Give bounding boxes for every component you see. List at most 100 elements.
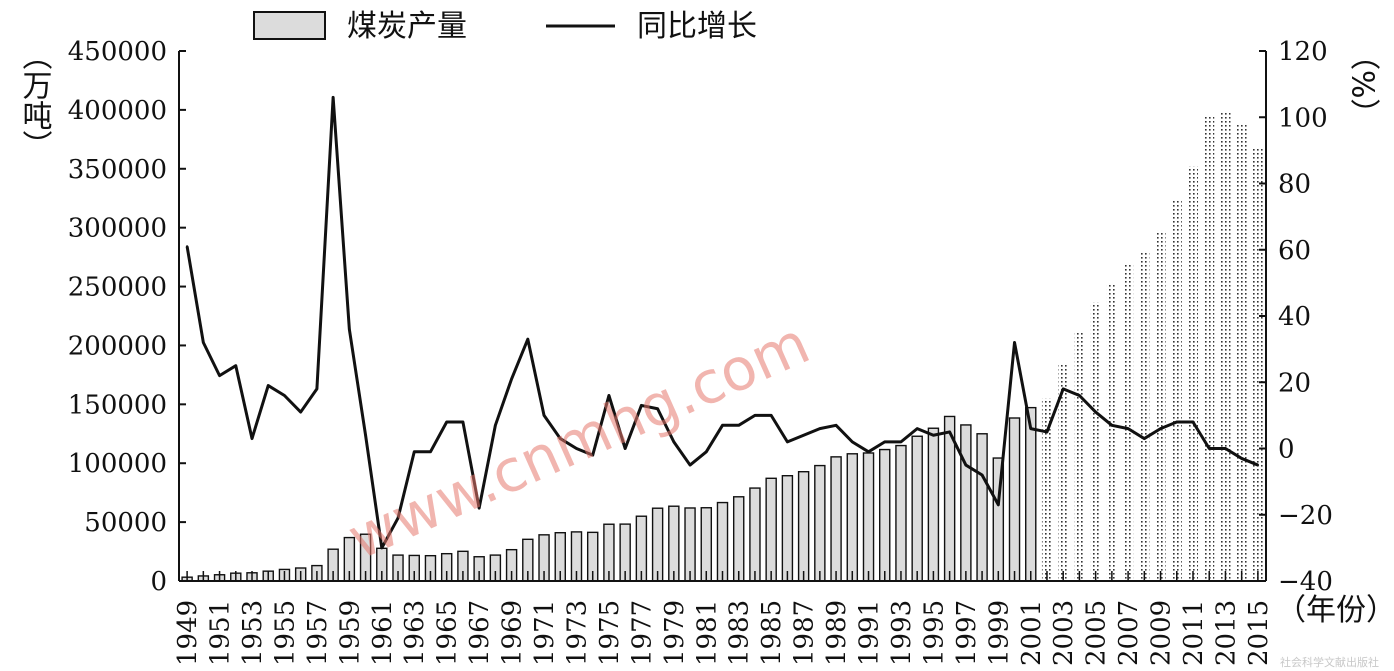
- growth-point-1955: [283, 394, 286, 397]
- growth-point-2001: [1029, 427, 1032, 430]
- left-tick-label: 0: [150, 567, 167, 597]
- x-axis-label: （年份）: [1276, 593, 1394, 628]
- right-tick-label: 0: [1278, 435, 1295, 465]
- left-tick-label: 450000: [68, 37, 167, 67]
- left-tick-label: 100000: [68, 449, 167, 479]
- x-tick-label: 2009: [1147, 600, 1177, 666]
- growth-point-1982: [721, 424, 724, 427]
- bar-1983: [732, 496, 745, 582]
- bar-2007: [1123, 263, 1134, 581]
- bar-1980: [684, 507, 696, 582]
- growth-point-1997: [964, 463, 968, 467]
- right-tick-label: 20: [1278, 368, 1311, 398]
- left-tick-label: 200000: [68, 331, 167, 361]
- growth-point-1956: [299, 410, 302, 414]
- right-tick-label: 80: [1278, 170, 1311, 200]
- left-tick-label: 300000: [68, 214, 167, 244]
- bar-1995: [927, 427, 940, 582]
- bar-1990: [846, 453, 859, 582]
- x-tick-label: 2013: [1211, 600, 1241, 666]
- growth-point-1957: [315, 387, 319, 391]
- x-tick-label: 1995: [919, 600, 949, 666]
- left-axis-ticks: 0 50000 100000 150000 200000 250000 300000 3500…: [68, 37, 186, 597]
- legend-bar-label: 煤炭产量: [347, 9, 467, 44]
- x-tick-label: 1969: [498, 600, 528, 666]
- growth-point-1995: [932, 434, 935, 437]
- x-tick-label: 1967: [465, 600, 495, 666]
- x-tick-label: 2011: [1179, 600, 1209, 666]
- x-tick-label: 1999: [984, 600, 1014, 666]
- legend: 煤炭产量 同比增长: [253, 9, 757, 44]
- x-tick-label: 1961: [368, 600, 398, 666]
- growth-point-1964: [429, 450, 432, 454]
- axes: [178, 51, 1267, 582]
- left-tick-label: 50000: [84, 508, 167, 538]
- x-tick-label: 2001: [1017, 600, 1047, 666]
- x-tick-label: 1973: [562, 600, 592, 666]
- growth-point-1999: [997, 503, 1000, 507]
- growth-point-1991: [867, 450, 870, 454]
- growth-point-1954: [267, 384, 270, 387]
- growth-point-1994: [915, 427, 919, 430]
- bar-1986: [781, 475, 794, 582]
- bar-1989: [830, 456, 842, 582]
- legend-bar-swatch: [253, 11, 326, 40]
- x-tick-label: 2015: [1244, 600, 1274, 666]
- growth-point-1953: [250, 437, 254, 440]
- x-tick-label: 2007: [1114, 600, 1144, 666]
- bar-1979: [668, 505, 680, 582]
- x-tick-label: 1959: [335, 600, 365, 666]
- growth-point-1978: [656, 407, 659, 410]
- bar-1978: [651, 507, 664, 582]
- bar-2013: [1220, 112, 1231, 581]
- right-axis-ticks: −40 −20 0 20 40 60 80 100 120: [1259, 37, 1333, 597]
- x-tick-label: 1971: [530, 600, 560, 666]
- bar-2001: [1025, 406, 1037, 582]
- x-tick-label: 1993: [887, 600, 917, 666]
- right-tick-label: 100: [1278, 103, 1328, 133]
- bar-2003: [1058, 364, 1069, 581]
- growth-point-1988: [818, 427, 822, 430]
- growth-point-1961: [380, 546, 383, 550]
- growth-point-1969: [510, 377, 513, 381]
- growth-point-1992: [883, 440, 886, 444]
- bar-1997: [960, 424, 972, 582]
- bar-1994: [911, 435, 923, 582]
- growth-point-1984: [753, 414, 757, 417]
- growth-point-1981: [705, 450, 708, 454]
- growth-point-2005: [1094, 410, 1097, 414]
- bar-1991: [862, 452, 875, 582]
- right-tick-label: 40: [1278, 302, 1311, 332]
- growth-point-2008: [1143, 437, 1146, 440]
- bar-2009: [1155, 230, 1166, 581]
- growth-point-2003: [1062, 387, 1065, 391]
- x-tick-label: 1953: [238, 600, 268, 666]
- x-tick-label: 1989: [822, 600, 852, 666]
- growth-point-1976: [623, 447, 627, 450]
- x-tick-label: 1983: [725, 600, 755, 666]
- growth-point-1970: [526, 337, 530, 341]
- bar-series: [181, 112, 1263, 582]
- bar-1981: [700, 507, 713, 582]
- bar-2002: [1041, 398, 1053, 581]
- growth-point-2014: [1240, 457, 1243, 460]
- bar-2008: [1139, 250, 1150, 582]
- growth-point-1993: [899, 440, 903, 444]
- x-tick-label: 1963: [400, 600, 430, 666]
- x-tick-label: 1955: [270, 600, 300, 666]
- growth-point-1975: [607, 394, 611, 397]
- growth-point-1966: [461, 420, 465, 424]
- growth-point-1985: [769, 414, 773, 417]
- growth-point-1967: [477, 506, 481, 510]
- x-tick-label: 1965: [433, 600, 463, 666]
- x-tick-label: 1949: [173, 600, 203, 666]
- growth-point-2006: [1110, 424, 1114, 427]
- bar-2014: [1236, 124, 1247, 581]
- left-tick-label: 250000: [68, 273, 167, 303]
- growth-point-1959: [348, 328, 351, 331]
- bar-1988: [814, 464, 826, 582]
- bar-2015: [1252, 147, 1263, 581]
- x-tick-label: 1981: [692, 600, 722, 666]
- right-tick-label: −20: [1278, 501, 1333, 531]
- x-tick-label: 1987: [790, 600, 820, 666]
